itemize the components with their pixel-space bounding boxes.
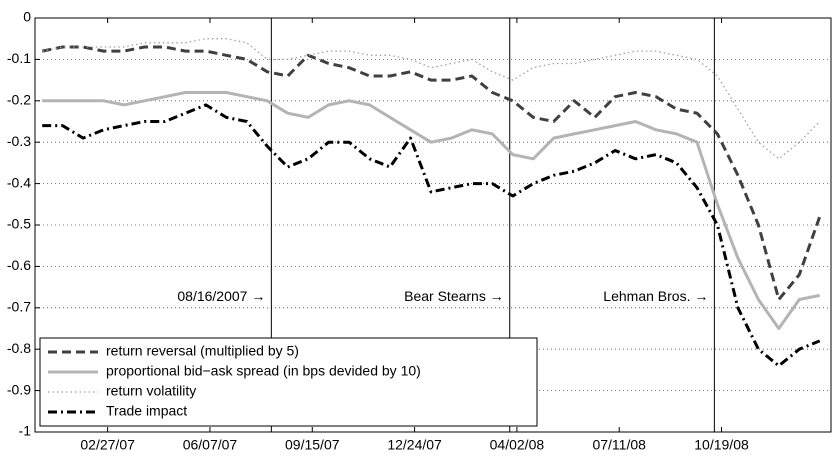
x-tick-label: 06/07/07 <box>183 437 238 453</box>
y-tick-label: -0.2 <box>7 92 31 108</box>
legend-label: return volatility <box>106 383 196 399</box>
y-tick-label: -0.5 <box>7 216 31 232</box>
y-tick-label: 0 <box>23 9 31 25</box>
y-tick-label: -0.3 <box>7 133 31 149</box>
event-label: Lehman Bros. → <box>603 288 708 304</box>
legend-label: Trade impact <box>106 403 187 419</box>
legend-box <box>39 337 538 427</box>
x-tick-label: 04/02/08 <box>490 437 545 453</box>
y-tick-label: -0.7 <box>7 299 31 315</box>
y-tick-label: -0.4 <box>7 174 31 190</box>
series-line <box>42 91 820 330</box>
y-tick-label: -0.8 <box>7 340 31 356</box>
y-tick-label: -0.1 <box>7 50 31 66</box>
event-label: Bear Stearns → <box>404 288 504 304</box>
y-tick-label: -0.9 <box>7 381 31 397</box>
legend-label: return reversal (multiplied by 5) <box>106 343 299 359</box>
x-tick-label: 09/15/07 <box>285 437 340 453</box>
legend-label: proportional bid−ask spread (in bps devi… <box>106 363 421 379</box>
y-tick-label: -0.6 <box>7 257 31 273</box>
y-tick-label: -1 <box>19 423 32 439</box>
x-tick-label: 07/11/08 <box>592 437 646 453</box>
plot-frame <box>34 17 832 433</box>
series-line <box>41 45 822 301</box>
series-line <box>42 38 821 160</box>
x-tick-label: 10/19/08 <box>694 437 749 453</box>
x-tick-label: 02/27/07 <box>80 437 135 453</box>
event-label: 08/16/2007 → <box>177 288 265 304</box>
x-tick-label: 12/24/07 <box>387 437 442 453</box>
series-line <box>42 103 821 368</box>
